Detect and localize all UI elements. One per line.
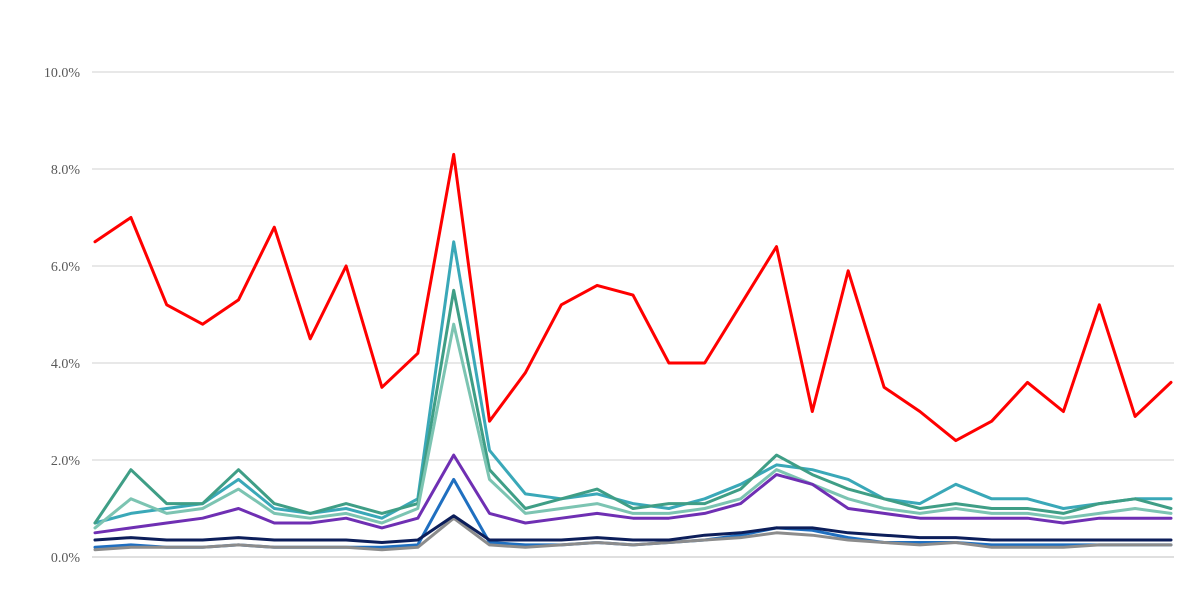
series-line-4: [93, 453, 1173, 535]
y-tick-label: 0.0%: [51, 551, 81, 566]
series-line-7: [93, 514, 1173, 544]
y-tick-label: 2.0%: [51, 454, 81, 469]
series-line-0: [93, 152, 1173, 443]
y-tick-label: 10.0%: [44, 66, 81, 81]
y-tick-label: 8.0%: [51, 163, 81, 178]
series-line-1: [93, 240, 1173, 525]
y-axis-tick-labels: 0.0% 2.0% 4.0% 6.0% 8.0% 10.0%: [44, 66, 81, 566]
y-tick-label: 6.0%: [51, 260, 81, 275]
series-lines: [93, 152, 1173, 552]
y-tick-label: 4.0%: [51, 357, 81, 372]
series-line-2: [93, 288, 1173, 525]
series-line-6: [93, 516, 1173, 552]
gridlines: [92, 71, 1174, 558]
series-line-3: [93, 322, 1173, 530]
